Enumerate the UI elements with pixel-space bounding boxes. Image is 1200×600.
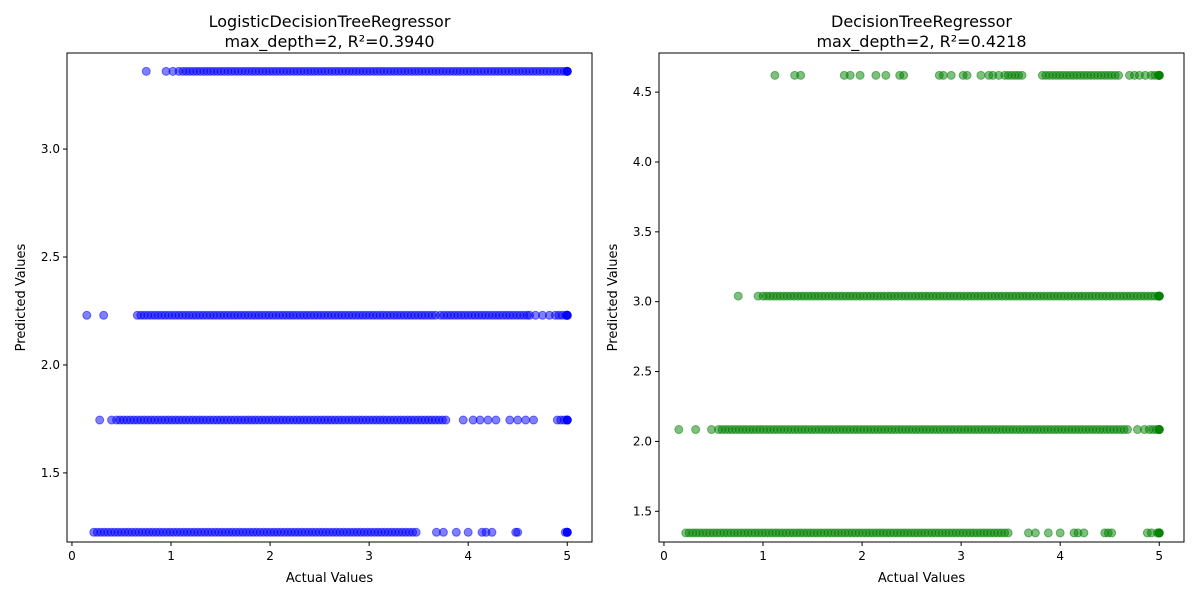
left-scatter-point: [562, 415, 572, 425]
right-scatter-point: [976, 70, 986, 80]
left-scatter-point: [513, 527, 523, 537]
right-x-tick-label: 4: [1056, 549, 1064, 563]
right-scatter-point: [1003, 528, 1013, 538]
right-x-axis-label: Actual Values: [878, 571, 966, 586]
left-scatter-point: [141, 66, 151, 76]
right-scatter-points: [674, 70, 1164, 538]
left-x-tick-label: 5: [563, 549, 571, 563]
left-y-tick-label: 3.0: [41, 142, 60, 156]
right-plot-title-line2: max_depth=2, R²=0.4218: [816, 32, 1026, 52]
right-scatter-point: [1154, 70, 1164, 80]
right-plot-title-line1: DecisionTreeRegressor: [831, 12, 1012, 31]
right-y-tick-label: 3.0: [633, 295, 652, 309]
right-scatter-point: [962, 70, 972, 80]
left-scatter-point: [483, 415, 493, 425]
right-y-tick-label: 3.5: [633, 225, 652, 239]
left-scatter-points: [82, 66, 572, 537]
left-plot-panel: LogisticDecisionTreeRegressor max_depth=…: [14, 12, 593, 586]
right-scatter-point: [1154, 291, 1164, 301]
right-y-tick-label: 2.0: [633, 434, 652, 448]
left-scatter-point: [99, 310, 109, 320]
right-y-tick-label: 2.5: [633, 365, 652, 379]
left-scatter-point: [451, 527, 461, 537]
left-plot-title-line2: max_depth=2, R²=0.3940: [224, 32, 434, 52]
right-scatter-point: [770, 70, 780, 80]
left-scatter-point: [491, 415, 501, 425]
left-scatter-point: [513, 415, 523, 425]
left-x-tick-label: 2: [266, 549, 274, 563]
right-x-tick-label: 1: [759, 549, 767, 563]
right-scatter-point: [855, 70, 865, 80]
right-scatter-point: [1114, 70, 1124, 80]
left-scatter-point: [463, 527, 473, 537]
left-scatter-point: [441, 415, 451, 425]
right-scatter-point: [1043, 528, 1053, 538]
right-scatter-point: [1123, 425, 1133, 435]
left-scatter-point: [82, 310, 92, 320]
right-x-tick-label: 2: [858, 549, 866, 563]
right-y-tick-label: 4.5: [633, 85, 652, 99]
right-scatter-point: [871, 70, 881, 80]
left-scatter-point: [562, 66, 572, 76]
left-x-tick-label: 4: [464, 549, 472, 563]
left-scatter-point: [438, 527, 448, 537]
left-scatter-point: [411, 527, 421, 537]
left-axis-ticks: 0 1 2 3 4 5 1.5 2.0 2.5 3.0: [41, 142, 571, 563]
left-scatter-point: [562, 310, 572, 320]
right-x-tick-label: 3: [957, 549, 965, 563]
right-scatter-point: [845, 70, 855, 80]
right-scatter-point: [1154, 528, 1164, 538]
left-scatter-point: [522, 310, 532, 320]
right-scatter-point: [938, 70, 948, 80]
right-scatter-point: [946, 70, 956, 80]
right-plot-panel: DecisionTreeRegressor max_depth=2, R²=0.…: [606, 12, 1185, 586]
right-scatter-point: [1030, 528, 1040, 538]
right-scatter-point: [796, 70, 806, 80]
left-scatter-point: [529, 415, 539, 425]
left-plot-title-line1: LogisticDecisionTreeRegressor: [209, 12, 451, 31]
right-x-tick-label: 0: [660, 549, 668, 563]
right-axis-ticks: 0 1 2 3 4 5 1.5 2.0 2.5 3.0 3.5 4.0 4.5: [633, 85, 1163, 563]
left-scatter-point: [475, 415, 485, 425]
left-scatter-point: [562, 527, 572, 537]
left-y-tick-label: 1.5: [41, 466, 60, 480]
left-y-axis-label: Predicted Values: [14, 243, 29, 351]
left-scatter-point: [505, 415, 515, 425]
left-x-tick-label: 3: [365, 549, 373, 563]
right-scatter-point: [691, 425, 701, 435]
right-x-tick-label: 5: [1155, 549, 1163, 563]
right-scatter-point: [1055, 528, 1065, 538]
right-scatter-point: [899, 70, 909, 80]
left-x-axis-label: Actual Values: [286, 571, 374, 586]
right-scatter-point: [674, 425, 684, 435]
left-scatter-point: [521, 415, 531, 425]
left-plot-frame: [66, 52, 593, 543]
left-y-tick-label: 2.0: [41, 358, 60, 372]
right-y-axis-label: Predicted Values: [606, 243, 621, 351]
right-y-tick-label: 1.5: [633, 504, 652, 518]
right-scatter-point: [1107, 528, 1117, 538]
left-x-tick-label: 0: [68, 549, 76, 563]
right-plot-frame: [658, 52, 1185, 543]
left-x-tick-label: 1: [167, 549, 175, 563]
left-y-tick-label: 2.5: [41, 250, 60, 264]
right-y-tick-label: 4.0: [633, 155, 652, 169]
right-scatter-point: [733, 291, 743, 301]
left-scatter-point: [95, 415, 105, 425]
right-scatter-point: [881, 70, 891, 80]
right-scatter-point: [1079, 528, 1089, 538]
left-scatter-point: [487, 527, 497, 537]
right-scatter-point: [1154, 425, 1164, 435]
left-scatter-point: [458, 415, 468, 425]
right-scatter-point: [1017, 70, 1027, 80]
